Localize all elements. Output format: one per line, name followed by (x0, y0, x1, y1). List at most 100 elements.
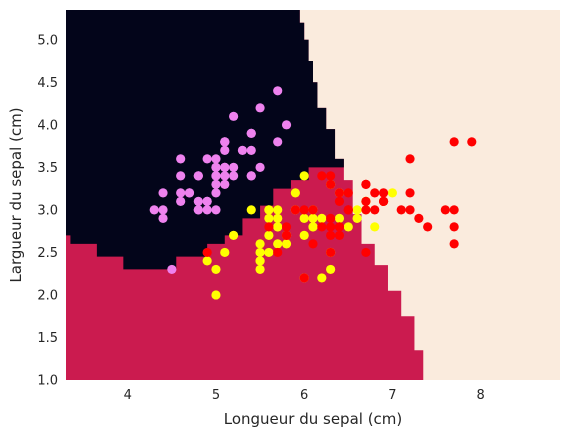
data-point (334, 222, 345, 232)
data-point (246, 145, 256, 155)
data-point (237, 145, 248, 155)
data-point (440, 205, 450, 215)
data-points (149, 86, 477, 300)
data-point (387, 188, 397, 198)
data-point (405, 188, 415, 198)
plot-area (66, 10, 560, 380)
data-point (176, 188, 186, 198)
data-point (370, 222, 380, 232)
data-point (193, 196, 203, 206)
data-point (229, 162, 239, 172)
data-point (211, 171, 221, 181)
data-point (308, 222, 318, 232)
data-point (414, 213, 424, 223)
data-point (343, 222, 353, 232)
data-point (176, 171, 186, 181)
data-point (405, 154, 415, 164)
data-point (273, 86, 283, 96)
data-point (299, 205, 309, 215)
data-point (158, 188, 168, 198)
data-point (299, 213, 309, 223)
data-point (334, 213, 345, 223)
y-axis-ticks: 1.0 1.5 2.0 2.5 3.0 3.5 4.0 4.5 5.0 (37, 33, 58, 388)
data-point (229, 111, 239, 121)
y-tick-label: 2.0 (37, 288, 58, 303)
data-point (370, 188, 380, 198)
data-point (361, 179, 371, 189)
data-point (326, 179, 336, 189)
data-point (343, 205, 353, 215)
data-point (317, 273, 327, 283)
setosa-region (66, 10, 344, 270)
y-tick-label: 5.0 (37, 33, 58, 48)
data-point (290, 188, 300, 198)
data-point (449, 205, 459, 215)
data-point (202, 205, 212, 215)
data-point (352, 213, 362, 223)
data-point (281, 222, 292, 232)
data-point (308, 205, 318, 215)
data-point (211, 290, 221, 300)
data-point (255, 239, 265, 249)
y-tick-label: 1.5 (37, 331, 58, 346)
data-point (220, 247, 230, 258)
data-point (264, 213, 274, 223)
x-tick-label: 8 (476, 388, 484, 403)
data-point (317, 171, 327, 181)
data-point (273, 213, 283, 223)
y-tick-label: 1.0 (37, 374, 58, 389)
data-point (308, 213, 318, 223)
data-point (370, 205, 380, 215)
data-point (246, 128, 256, 138)
data-point (211, 179, 221, 189)
data-point (273, 222, 283, 232)
data-point (449, 239, 459, 249)
data-point (326, 213, 336, 223)
y-tick-label: 3.0 (37, 203, 58, 218)
data-point (255, 247, 265, 258)
x-axis-label: Longueur du sepal (cm) (224, 410, 403, 428)
y-tick-label: 4.5 (37, 76, 58, 91)
data-point (184, 188, 195, 198)
data-point (273, 205, 283, 215)
y-tick-label: 3.5 (37, 161, 58, 176)
data-point (176, 154, 186, 164)
data-point (220, 145, 230, 155)
data-point (220, 137, 230, 147)
data-point (326, 264, 336, 275)
x-tick-label: 5 (212, 388, 220, 403)
data-point (255, 256, 265, 266)
data-point (281, 120, 292, 130)
data-point (176, 196, 186, 206)
data-point (317, 222, 327, 232)
data-point (158, 205, 168, 215)
data-point (220, 162, 230, 172)
data-point (211, 205, 221, 215)
data-point (202, 256, 212, 266)
data-point (326, 222, 336, 232)
data-point (467, 137, 477, 147)
data-point (317, 213, 327, 223)
data-point (361, 205, 371, 215)
data-point (273, 239, 283, 249)
data-point (405, 205, 415, 215)
data-point (343, 188, 353, 198)
data-point (211, 264, 221, 275)
data-point (299, 230, 309, 241)
data-point (246, 205, 256, 215)
x-tick-label: 7 (388, 388, 396, 403)
data-point (264, 230, 274, 241)
data-point (290, 205, 300, 215)
data-point (326, 247, 336, 258)
data-point (158, 213, 168, 223)
y-tick-label: 4.0 (37, 118, 58, 133)
data-point (378, 188, 389, 198)
data-point (211, 154, 221, 164)
data-point (334, 188, 345, 198)
data-point (202, 154, 212, 164)
data-point (361, 196, 371, 206)
x-tick-label: 6 (300, 388, 308, 403)
data-point (361, 247, 371, 258)
data-point (220, 171, 230, 181)
